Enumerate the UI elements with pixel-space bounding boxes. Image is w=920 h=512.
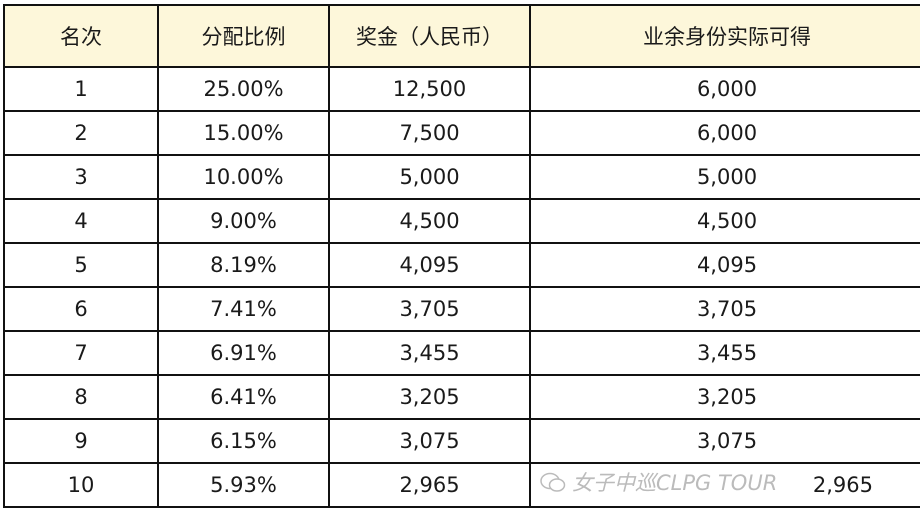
table-row: 10 5.93% 2,965 2,965 (3, 462, 920, 508)
watermark-text: 女子中巡CLPG TOUR (572, 471, 778, 495)
prize-table: 名次 分配比例 奖金（人民币） 业余身份实际可得 1 25.00% 12,500 6,… (3, 4, 920, 508)
cell-amateur: 2,965 (529, 462, 920, 508)
header-row: 名次 分配比例 奖金（人民币） 业余身份实际可得 (3, 4, 920, 68)
cell-amateur: 4,095 (529, 242, 920, 288)
cell-amateur: 6,000 (529, 110, 920, 156)
cell-prize: 3,705 (328, 286, 531, 332)
wechat-icon (540, 472, 566, 494)
table-row: 3 10.00% 5,000 5,000 (3, 154, 920, 200)
cell-rank: 4 (3, 198, 159, 244)
cell-ratio: 7.41% (157, 286, 330, 332)
cell-ratio: 5.93% (157, 462, 330, 508)
cell-prize: 7,500 (328, 110, 531, 156)
table-row: 1 25.00% 12,500 6,000 (3, 66, 920, 112)
cell-rank: 1 (3, 66, 159, 112)
cell-amateur: 3,075 (529, 418, 920, 464)
cell-amateur: 3,455 (529, 330, 920, 376)
cell-prize: 3,205 (328, 374, 531, 420)
cell-ratio: 8.19% (157, 242, 330, 288)
table-row: 5 8.19% 4,095 4,095 (3, 242, 920, 288)
cell-ratio: 9.00% (157, 198, 330, 244)
cell-prize: 3,075 (328, 418, 531, 464)
table-row: 7 6.91% 3,455 3,455 (3, 330, 920, 376)
cell-prize: 4,095 (328, 242, 531, 288)
cell-ratio: 6.15% (157, 418, 330, 464)
cell-rank: 6 (3, 286, 159, 332)
header-prize: 奖金（人民币） (328, 4, 531, 68)
cell-amateur: 4,500 (529, 198, 920, 244)
cell-ratio: 15.00% (157, 110, 330, 156)
cell-rank: 7 (3, 330, 159, 376)
header-amateur: 业余身份实际可得 (529, 4, 920, 68)
cell-prize: 5,000 (328, 154, 531, 200)
watermark: 女子中巡CLPG TOUR (540, 470, 777, 496)
cell-prize: 12,500 (328, 66, 531, 112)
header-rank: 名次 (3, 4, 159, 68)
cell-amateur: 3,205 (529, 374, 920, 420)
cell-rank: 10 (3, 462, 159, 508)
cell-rank: 3 (3, 154, 159, 200)
cell-rank: 8 (3, 374, 159, 420)
table-row: 9 6.15% 3,075 3,075 (3, 418, 920, 464)
table-row: 6 7.41% 3,705 3,705 (3, 286, 920, 332)
cell-prize: 2,965 (328, 462, 531, 508)
table-row: 4 9.00% 4,500 4,500 (3, 198, 920, 244)
cell-amateur: 6,000 (529, 66, 920, 112)
cell-prize: 4,500 (328, 198, 531, 244)
cell-rank: 9 (3, 418, 159, 464)
cell-rank: 2 (3, 110, 159, 156)
cell-rank: 5 (3, 242, 159, 288)
cell-ratio: 6.41% (157, 374, 330, 420)
cell-amateur: 3,705 (529, 286, 920, 332)
cell-ratio: 25.00% (157, 66, 330, 112)
table-row: 8 6.41% 3,205 3,205 (3, 374, 920, 420)
cell-ratio: 6.91% (157, 330, 330, 376)
header-ratio: 分配比例 (157, 4, 330, 68)
cell-prize: 3,455 (328, 330, 531, 376)
table-row: 2 15.00% 7,500 6,000 (3, 110, 920, 156)
cell-ratio: 10.00% (157, 154, 330, 200)
cell-amateur: 5,000 (529, 154, 920, 200)
